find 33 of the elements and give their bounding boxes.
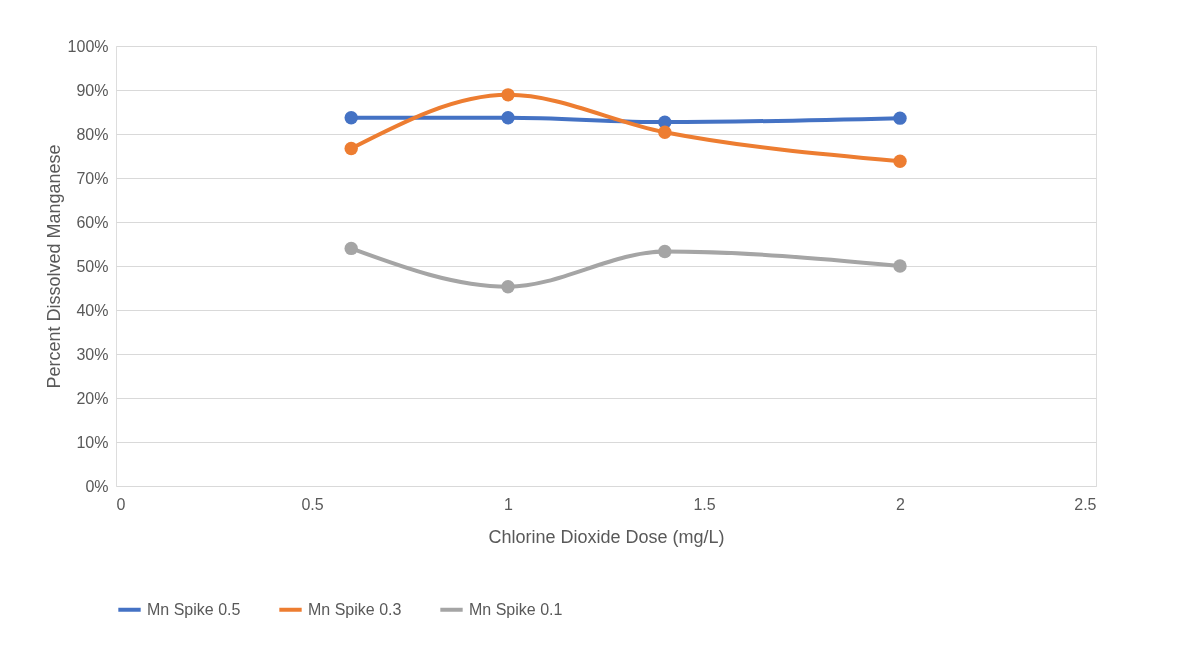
y-tick-label: 0% <box>85 477 109 495</box>
x-tick-label: 2.5 <box>1074 495 1097 513</box>
point <box>501 279 515 294</box>
x-tick-label: 0 <box>116 495 126 513</box>
point <box>501 111 515 125</box>
legend-label: Mn Spike 0.1 <box>469 600 563 618</box>
y-tick-label: 50% <box>76 257 109 275</box>
point <box>501 88 515 102</box>
point <box>344 111 358 125</box>
point <box>658 244 672 259</box>
y-tick-label: 100% <box>67 37 109 55</box>
x-tick-label: 1.5 <box>693 495 716 513</box>
y-tick-label: 40% <box>76 301 109 319</box>
point <box>344 141 358 156</box>
y-axis-title: Percent Dissolved Manganese <box>43 144 64 389</box>
point <box>893 154 907 168</box>
point <box>893 111 907 125</box>
y-tick-label: 30% <box>76 345 109 363</box>
y-tick-label: 70% <box>76 169 109 187</box>
x-tick-label: 1 <box>504 495 514 513</box>
y-tick-label: 60% <box>76 213 109 231</box>
x-tick-label: 0.5 <box>301 495 324 513</box>
legend-label: Mn Spike 0.5 <box>147 600 241 618</box>
y-tick-label: 80% <box>76 125 109 143</box>
legend-label: Mn Spike 0.3 <box>308 600 402 618</box>
point <box>344 241 358 256</box>
y-tick-label: 20% <box>76 389 109 407</box>
x-axis-title: Chlorine Dioxide Dose (mg/L) <box>488 526 725 547</box>
x-tick-label: 2 <box>896 495 906 513</box>
point <box>658 125 672 139</box>
point <box>893 259 907 273</box>
y-tick-label: 10% <box>76 433 109 451</box>
y-tick-label: 90% <box>76 81 109 99</box>
